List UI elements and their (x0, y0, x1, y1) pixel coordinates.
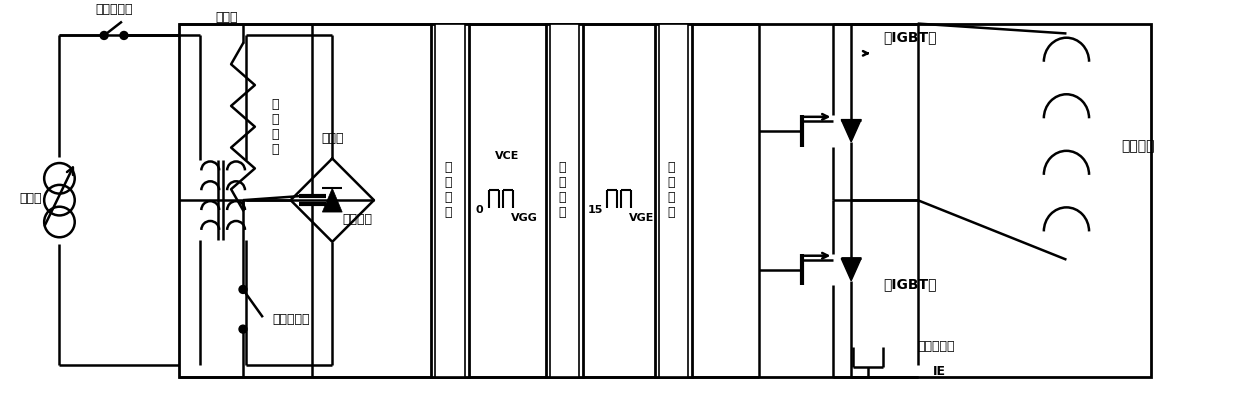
Text: 副
控
制
板: 副 控 制 板 (559, 161, 567, 219)
Text: VGE: VGE (629, 213, 655, 223)
Bar (432, 23, 469, 377)
Text: 下IGBT管: 下IGBT管 (883, 278, 936, 291)
Text: 15: 15 (588, 205, 603, 215)
Text: 放
电
电
阻: 放 电 电 阻 (272, 98, 279, 156)
Bar (546, 23, 583, 377)
Text: 电流传感器: 电流传感器 (918, 341, 955, 354)
Text: 第一继电器: 第一继电器 (95, 3, 133, 16)
Text: 0: 0 (475, 205, 482, 215)
Text: VGG: VGG (511, 213, 538, 223)
Polygon shape (841, 259, 861, 281)
Text: 第二继电器: 第二继电器 (273, 313, 310, 326)
Text: 负载电感: 负载电感 (1121, 139, 1154, 154)
Bar (655, 23, 692, 377)
Text: 主
控
制
板: 主 控 制 板 (445, 161, 453, 219)
Bar (435, 23, 465, 377)
Polygon shape (322, 188, 342, 212)
Text: 保
护
电
路: 保 护 电 路 (668, 161, 676, 219)
Circle shape (239, 286, 247, 293)
Text: VCE: VCE (495, 150, 520, 160)
Text: 调压器: 调压器 (20, 192, 42, 205)
Bar (179, 23, 1151, 377)
Bar (658, 23, 688, 377)
Text: 母线电容: 母线电容 (342, 213, 372, 227)
Text: IE: IE (932, 365, 946, 378)
Polygon shape (841, 120, 861, 142)
Bar (549, 23, 579, 377)
Text: 上IGBT管: 上IGBT管 (883, 30, 936, 44)
Circle shape (239, 325, 247, 333)
Circle shape (100, 32, 108, 40)
Circle shape (120, 32, 128, 40)
Text: 变压器: 变压器 (215, 11, 237, 24)
Text: 整流桥: 整流桥 (321, 132, 343, 145)
